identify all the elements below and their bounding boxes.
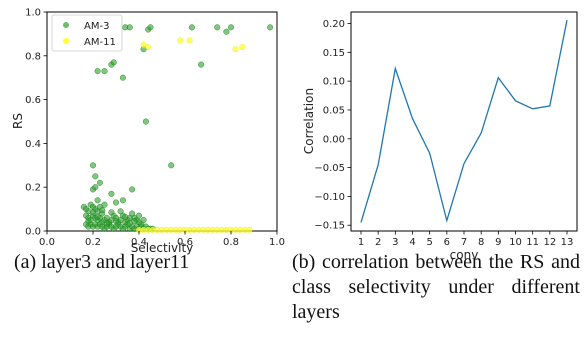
point-am-3 xyxy=(223,28,230,35)
legend: AM-3 AM-11 xyxy=(51,14,123,52)
caption-a: (a) layer3 and layer11 xyxy=(14,251,190,273)
x-tick-label: 2 xyxy=(375,237,381,248)
line-chart-correlation: 1 2 3 4 5 6 7 8 9 10 11 12 13 −0.15−0.10−0.050.000.0… xyxy=(302,11,578,262)
scatter-chart-layer3-layer11: 0.0 0.2 0.4 0.6 0.8 1.0 0.0 0.2 0.4 0.6 0.8 1.0 Se… xyxy=(11,8,285,256)
point-am-11 xyxy=(246,226,253,233)
x-axis-ticks: 0.0 0.2 0.4 0.6 0.8 1.0 xyxy=(39,231,285,248)
y-axis-ticks: 0.0 0.2 0.4 0.6 0.8 1.0 xyxy=(25,8,47,238)
point-am-3 xyxy=(188,24,195,31)
x-tick-label: 0.8 xyxy=(223,237,239,248)
x-tick-label: 1 xyxy=(358,237,364,248)
y-tick-label: 0.2 xyxy=(25,183,41,194)
point-am-3 xyxy=(112,218,119,225)
point-am-3 xyxy=(89,209,96,216)
point-am-11 xyxy=(177,37,184,44)
y-tick-label: 0.10 xyxy=(323,77,345,88)
x-axis-label: conv xyxy=(450,248,479,262)
point-am-3 xyxy=(112,199,119,206)
point-am-11 xyxy=(145,44,152,51)
point-am-3 xyxy=(119,74,126,81)
x-tick-label: 12 xyxy=(543,237,556,248)
point-am-3 xyxy=(135,212,142,219)
y-tick-label: 0.8 xyxy=(25,51,41,62)
x-tick-label: 8 xyxy=(478,237,484,248)
point-am-3 xyxy=(110,59,117,66)
x-tick-label: 0.2 xyxy=(85,237,101,248)
point-am-3 xyxy=(147,24,154,31)
y-tick-label: 0.20 xyxy=(323,19,345,30)
point-am-3 xyxy=(227,24,234,31)
line-plot-area xyxy=(350,11,578,232)
point-am-3 xyxy=(140,217,147,224)
point-am-3 xyxy=(117,208,124,215)
point-am-3 xyxy=(94,197,101,204)
point-am-3 xyxy=(168,162,175,169)
point-am-3 xyxy=(103,220,110,227)
point-am-3 xyxy=(94,213,101,220)
point-am-3 xyxy=(99,207,106,214)
y-tick-label: 0.4 xyxy=(25,139,41,150)
point-am-3 xyxy=(101,68,108,75)
point-am-3 xyxy=(96,179,103,186)
x-tick-label: 4 xyxy=(409,237,415,248)
x-axis-label: Selectivity xyxy=(131,241,194,255)
y-tick-label: 0.05 xyxy=(323,105,345,116)
x-tick-label: 5 xyxy=(426,237,432,248)
point-am-3 xyxy=(108,190,115,197)
point-am-3 xyxy=(92,173,99,180)
legend-marker-am-11 xyxy=(63,38,69,44)
point-am-11 xyxy=(232,46,239,53)
point-am-3 xyxy=(131,218,138,225)
y-axis-ticks: −0.15 −0.10 −0.05 0.00 0.05 0.10 0.15 0.20 xyxy=(314,19,351,232)
legend-box xyxy=(51,14,123,52)
point-am-3 xyxy=(267,24,274,31)
x-tick-label: 13 xyxy=(561,237,574,248)
point-am-3 xyxy=(85,218,92,225)
point-am-3 xyxy=(126,24,133,31)
x-tick-label: 11 xyxy=(526,237,539,248)
y-tick-label: −0.10 xyxy=(314,192,345,203)
x-tick-label: 0.0 xyxy=(39,237,55,248)
point-am-3 xyxy=(142,118,149,125)
x-tick-label: 7 xyxy=(461,237,467,248)
y-tick-label: 0.15 xyxy=(323,48,345,59)
point-am-3 xyxy=(214,24,221,31)
point-am-3 xyxy=(92,184,99,191)
point-am-3 xyxy=(108,209,115,216)
correlation-line xyxy=(360,19,568,224)
y-axis-label: RS xyxy=(11,113,25,129)
caption-b: (b) correlation between the RS and class… xyxy=(292,251,580,323)
point-am-3 xyxy=(198,61,205,68)
x-tick-label: 6 xyxy=(444,237,450,248)
point-am-11 xyxy=(186,37,193,44)
y-tick-label: −0.05 xyxy=(314,163,345,174)
scatter-points xyxy=(80,24,274,233)
x-tick-label: 3 xyxy=(392,237,398,248)
x-tick-label: 0.4 xyxy=(131,237,147,248)
x-tick-label: 1.0 xyxy=(269,237,285,248)
point-am-3 xyxy=(129,186,136,193)
y-tick-label: 0.00 xyxy=(323,134,345,145)
legend-label-am-11: AM-11 xyxy=(84,37,116,48)
legend-marker-am-3 xyxy=(63,22,69,28)
x-tick-label: 10 xyxy=(509,237,522,248)
y-axis-label: Correlation xyxy=(302,88,316,154)
y-tick-label: 1.0 xyxy=(25,8,41,19)
point-am-3 xyxy=(122,213,129,220)
x-axis-ticks: 1 2 3 4 5 6 7 8 9 10 11 12 13 xyxy=(358,231,574,248)
y-tick-label: −0.15 xyxy=(314,221,345,232)
y-tick-label: 0.0 xyxy=(25,227,41,238)
x-tick-label: 0.6 xyxy=(177,237,193,248)
y-tick-label: 0.6 xyxy=(25,95,41,106)
point-am-3 xyxy=(89,162,96,169)
x-tick-label: 9 xyxy=(495,237,501,248)
point-am-3 xyxy=(119,197,126,204)
point-am-3 xyxy=(94,68,101,75)
point-am-11 xyxy=(239,44,246,51)
legend-label-am-3: AM-3 xyxy=(84,21,109,32)
